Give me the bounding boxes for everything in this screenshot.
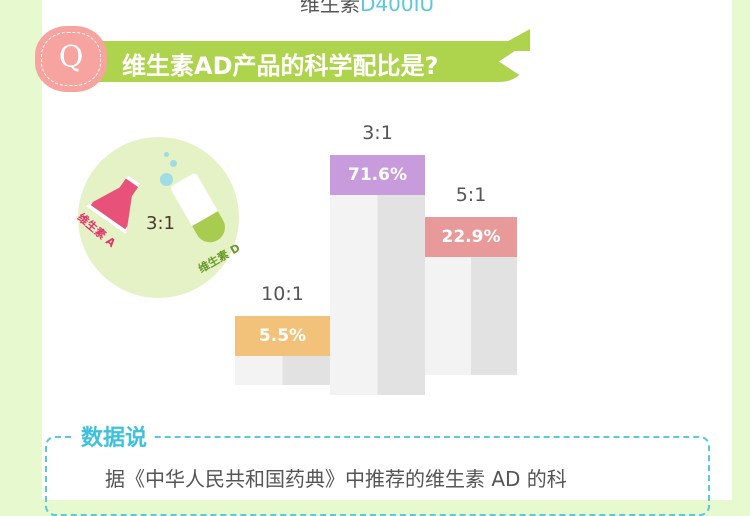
bar-value-label: 5.5% xyxy=(235,316,330,356)
bar-category-label: 10:1 xyxy=(261,283,304,305)
section-text: 据《中华人民共和国药典》中推荐的维生素 AD 的科 xyxy=(105,467,567,491)
bar-value-label: 71.6% xyxy=(330,155,425,195)
q-badge: Q xyxy=(37,28,105,90)
bar-value-label: 22.9% xyxy=(425,217,517,257)
bar-category-label: 3:1 xyxy=(362,122,393,144)
question-banner xyxy=(85,41,530,82)
question-title: 维生素AD产品的科学配比是? xyxy=(122,52,439,80)
bubble-icon xyxy=(160,173,173,186)
left-background xyxy=(0,0,42,500)
bubble-icon xyxy=(164,152,169,157)
bar-category-label: 5:1 xyxy=(455,184,487,206)
top-text: 维生素D400IU xyxy=(300,0,435,16)
bar-5:1: 22.9% 5:1 xyxy=(425,184,517,375)
bubble-icon xyxy=(170,160,177,167)
bar-3:1: 71.6% 3:1 xyxy=(330,122,425,395)
bar-10:1: 5.5% 10:1 xyxy=(235,283,330,385)
section-title: 数据说 xyxy=(75,420,154,452)
illustration-ratio: 3:1 xyxy=(146,213,175,234)
